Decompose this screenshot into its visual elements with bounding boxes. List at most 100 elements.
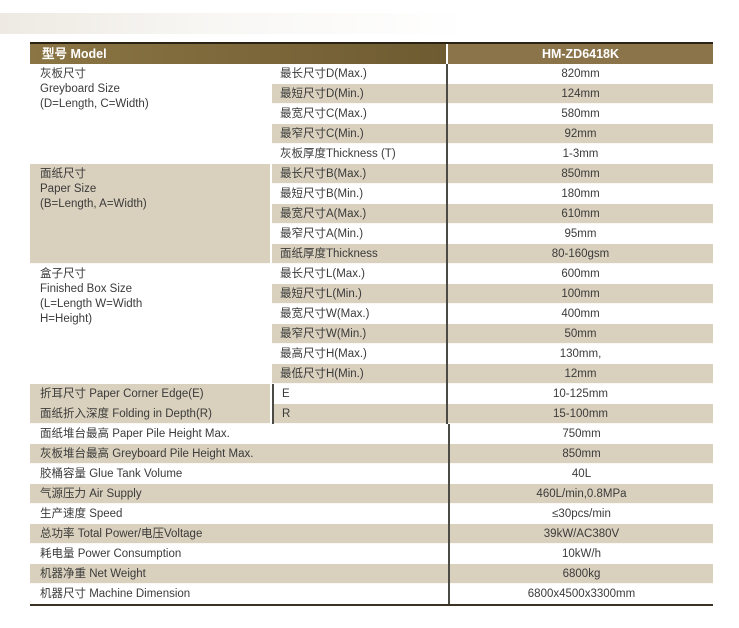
spec-name-cell: 机器尺寸 Machine Dimension <box>30 584 448 604</box>
spec-name-cell: 机器净重 Net Weight <box>30 564 448 584</box>
group-label-line: (B=Length, A=Width) <box>40 198 147 210</box>
spec-name-cell: 最长尺寸L(Max.) <box>272 264 446 284</box>
group-label-line: 折耳尺寸 Paper Corner Edge(E) <box>40 388 204 400</box>
column-gap <box>270 64 272 164</box>
group-greyboard-size: 灰板尺寸 Greyboard Size (D=Length, C=Width) … <box>30 64 713 164</box>
table-row: 最窄尺寸A(Min.) 95mm <box>272 224 713 244</box>
group-label-line: Greyboard Size <box>40 83 120 95</box>
table-row: 最长尺寸D(Max.) 820mm <box>272 64 713 84</box>
group-label: 灰板尺寸 Greyboard Size (D=Length, C=Width) <box>30 64 270 164</box>
spec-value-cell: 12mm <box>446 364 713 384</box>
spec-value-cell: 40L <box>448 464 713 484</box>
group-paper-size: 面纸尺寸 Paper Size (B=Length, A=Width) 最长尺寸… <box>30 164 713 264</box>
column-gap <box>270 384 272 424</box>
table-row: 机器尺寸 Machine Dimension 6800x4500x3300mm <box>30 584 713 604</box>
top-decor-banner <box>0 13 470 34</box>
table-row: 最窄尺寸W(Min.) 50mm <box>272 324 713 344</box>
group-label: 面纸尺寸 Paper Size (B=Length, A=Width) <box>30 164 270 264</box>
group-label-line: 面纸折入深度 Folding in Depth(R) <box>40 408 212 420</box>
model-value: HM-ZD6418K <box>448 44 713 64</box>
table-row: 灰板厚度Thickness (T) 1-3mm <box>272 144 713 164</box>
group-corner-folding: 折耳尺寸 Paper Corner Edge(E) 面纸折入深度 Folding… <box>30 384 713 424</box>
table-row: 最宽尺寸C(Max.) 580mm <box>272 104 713 124</box>
column-gap <box>270 164 272 264</box>
spec-name-cell: 最宽尺寸W(Max.) <box>272 304 446 324</box>
spec-value-cell: 95mm <box>446 224 713 244</box>
table-row: 灰板堆台最高 Greyboard Pile Height Max. 850mm <box>30 444 713 464</box>
spec-value-cell: 100mm <box>446 284 713 304</box>
spec-name-cell: 面纸堆台最高 Paper Pile Height Max. <box>30 424 448 444</box>
spec-value-cell: 820mm <box>446 64 713 84</box>
group-label-line: Finished Box Size <box>40 283 133 295</box>
spec-name-cell: 总功率 Total Power/电压Voltage <box>30 524 448 544</box>
group-label: 折耳尺寸 Paper Corner Edge(E) 面纸折入深度 Folding… <box>30 384 270 424</box>
spec-name-cell: 最高尺寸H(Max.) <box>272 344 446 364</box>
table-row: R 15-100mm <box>272 404 713 424</box>
spec-name-cell: 生产速度 Speed <box>30 504 448 524</box>
table-row: 最高尺寸H(Max.) 130mm, <box>272 344 713 364</box>
spec-table: 型号 Model HM-ZD6418K 灰板尺寸 Greyboard Size … <box>30 42 713 606</box>
spec-value-cell: 1-3mm <box>446 144 713 164</box>
spec-value-cell: 400mm <box>446 304 713 324</box>
spec-name-cell: 最窄尺寸W(Min.) <box>272 324 446 344</box>
spec-name-cell: 耗电量 Power Consumption <box>30 544 448 564</box>
group-label-line: H=Height) <box>40 313 93 325</box>
spec-value-cell: 850mm <box>448 444 713 464</box>
spec-name-cell: 最长尺寸B(Max.) <box>272 164 446 184</box>
spec-value-cell: 15-100mm <box>446 404 713 424</box>
table-row: 最长尺寸B(Max.) 850mm <box>272 164 713 184</box>
model-label: 型号 Model <box>30 44 446 64</box>
spec-name-cell: 最低尺寸H(Min.) <box>272 364 446 384</box>
table-row: 最短尺寸L(Min.) 100mm <box>272 284 713 304</box>
spec-name-cell: 最长尺寸D(Max.) <box>272 64 446 84</box>
spec-value-cell: 600mm <box>446 264 713 284</box>
spec-value-cell: 10-125mm <box>446 384 713 404</box>
spec-value-cell: 92mm <box>446 124 713 144</box>
table-row: 最短尺寸B(Min.) 180mm <box>272 184 713 204</box>
table-row: 最窄尺寸C(Min.) 92mm <box>272 124 713 144</box>
spec-name-cell: 最窄尺寸A(Min.) <box>272 224 446 244</box>
spec-value-cell: 124mm <box>446 84 713 104</box>
group-label-line: (L=Length W=Width <box>40 298 143 310</box>
table-row: 最宽尺寸W(Max.) 400mm <box>272 304 713 324</box>
spec-value-cell: 610mm <box>446 204 713 224</box>
spec-value-cell: ≤30pcs/min <box>448 504 713 524</box>
spec-name-cell: 最短尺寸L(Min.) <box>272 284 446 304</box>
table-row: 机器净重 Net Weight 6800kg <box>30 564 713 584</box>
spec-name-cell: E <box>272 384 446 404</box>
spec-name-cell: 最短尺寸D(Min.) <box>272 84 446 104</box>
spec-value-cell: 6800x4500x3300mm <box>448 584 713 604</box>
group-finished-box-size: 盒子尺寸 Finished Box Size (L=Length W=Width… <box>30 264 713 384</box>
table-row: 最长尺寸L(Max.) 600mm <box>272 264 713 284</box>
spec-name-cell: 面纸厚度Thickness <box>272 244 446 264</box>
spec-name-cell: 最窄尺寸C(Min.) <box>272 124 446 144</box>
table-row: 最宽尺寸A(Max.) 610mm <box>272 204 713 224</box>
table-row: 气源压力 Air Supply 460L/min,0.8MPa <box>30 484 713 504</box>
group-label-line: (D=Length, C=Width) <box>40 98 149 110</box>
table-row: 面纸堆台最高 Paper Pile Height Max. 750mm <box>30 424 713 444</box>
table-row: 面纸厚度Thickness 80-160gsm <box>272 244 713 264</box>
spec-value-cell: 10kW/h <box>448 544 713 564</box>
spec-name-cell: 灰板堆台最高 Greyboard Pile Height Max. <box>30 444 448 464</box>
spec-value-cell: 460L/min,0.8MPa <box>448 484 713 504</box>
column-gap <box>270 264 272 384</box>
spec-name-cell: 最宽尺寸A(Max.) <box>272 204 446 224</box>
group-label-line: 盒子尺寸 <box>40 268 86 280</box>
group-label-line: 面纸尺寸 <box>40 168 86 180</box>
spec-name-cell: R <box>272 404 446 424</box>
group-label-line: Paper Size <box>40 183 97 195</box>
table-row: 最低尺寸H(Min.) 12mm <box>272 364 713 384</box>
spec-value-cell: 580mm <box>446 104 713 124</box>
spec-value-cell: 130mm, <box>446 344 713 364</box>
spec-name-cell: 胶桶容量 Glue Tank Volume <box>30 464 448 484</box>
spec-value-cell: 6800kg <box>448 564 713 584</box>
spec-name-cell: 最短尺寸B(Min.) <box>272 184 446 204</box>
spec-value-cell: 80-160gsm <box>446 244 713 264</box>
spec-value-cell: 39kW/AC380V <box>448 524 713 544</box>
spec-name-cell: 最宽尺寸C(Max.) <box>272 104 446 124</box>
table-header: 型号 Model HM-ZD6418K <box>30 42 713 64</box>
table-row: 最短尺寸D(Min.) 124mm <box>272 84 713 104</box>
table-row: E 10-125mm <box>272 384 713 404</box>
spec-name-cell: 灰板厚度Thickness (T) <box>272 144 446 164</box>
